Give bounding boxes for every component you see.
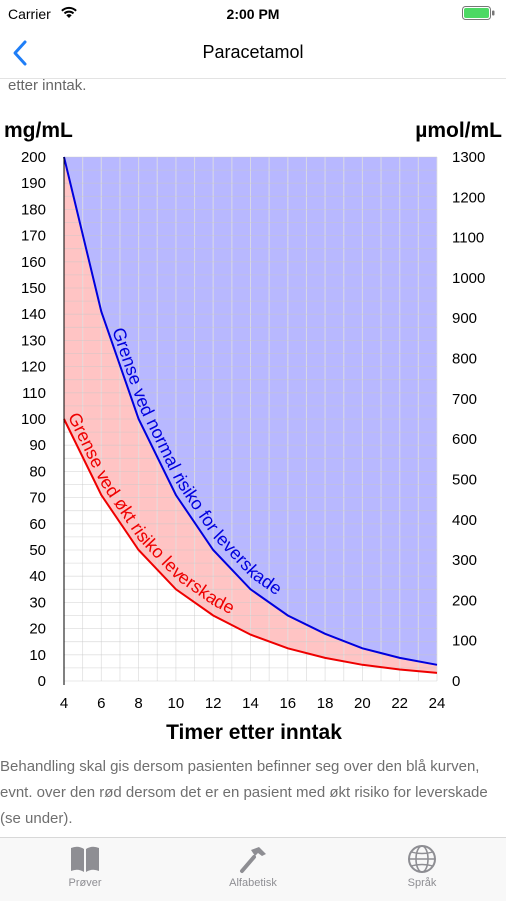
y-tick-label-left: 60 — [29, 516, 46, 533]
content-scroll-area[interactable]: etter inntak. mg/mL µmol/mL Timer etter … — [0, 79, 506, 837]
intro-text: etter inntak. — [8, 79, 87, 94]
x-tick-label: 6 — [97, 695, 105, 712]
normal-risk-curve — [63, 156, 438, 666]
tab-prover[interactable]: Prøver — [35, 844, 135, 898]
x-tick-label: 12 — [205, 695, 222, 712]
globe-icon — [408, 845, 436, 873]
high-risk-curve — [63, 418, 438, 674]
y-tick-label-left: 160 — [21, 254, 46, 271]
y-tick-label-left: 110 — [22, 385, 46, 402]
x-tick-label: 10 — [168, 695, 185, 712]
y-tick-label-right: 900 — [452, 310, 477, 327]
y-tick-label-left: 180 — [21, 201, 46, 218]
x-axis-label: Timer etter inntak — [166, 721, 342, 744]
y-tick-label-left: 120 — [21, 359, 46, 376]
x-tick-label: 18 — [317, 695, 334, 712]
x-tick-label: 14 — [242, 695, 259, 712]
y-tick-label-left: 50 — [29, 542, 46, 559]
y-tick-label-left: 130 — [21, 332, 46, 349]
treatment-note: Behandling skal gis dersom pasienten bef… — [0, 758, 488, 827]
x-tick-label: 24 — [429, 695, 446, 712]
tab-label-sprak: Språk — [407, 877, 437, 889]
hammer-icon — [240, 847, 266, 873]
y-axis-label-left: mg/mL — [4, 119, 73, 142]
y-tick-label-left: 100 — [21, 411, 46, 428]
tab-sprak[interactable]: Språk — [372, 844, 472, 898]
paracetamol-nomogram-chart: mg/mL µmol/mL Timer etter inntak Grense … — [4, 119, 502, 744]
y-tick-label-left: 80 — [29, 463, 46, 480]
y-tick-label-left: 140 — [21, 306, 46, 323]
back-chevron-icon[interactable] — [6, 36, 36, 70]
y-tick-label-right: 100 — [452, 633, 477, 650]
y-axis-label-right: µmol/mL — [415, 119, 502, 142]
y-tick-label-right: 0 — [452, 673, 460, 690]
clock: 2:00 PM — [226, 6, 280, 22]
y-tick-label-right: 1300 — [452, 149, 485, 166]
x-tick-label: 4 — [60, 695, 68, 712]
y-tick-label-right: 1200 — [452, 189, 485, 206]
y-tick-label-right: 700 — [452, 391, 477, 408]
status-bar: Carrier 2:00 PM — [0, 0, 506, 28]
y-tick-label-right: 200 — [452, 592, 477, 609]
y-tick-label-right: 1100 — [452, 230, 484, 247]
y-tick-label-right: 400 — [452, 512, 477, 529]
y-tick-label-left: 20 — [29, 621, 46, 638]
tab-bar: Prøver Alfabetisk Språk — [0, 837, 506, 901]
carrier-label: Carrier — [8, 6, 51, 22]
y-tick-label-left: 70 — [29, 490, 46, 507]
y-tick-label-left: 40 — [29, 568, 46, 585]
tab-label-prover: Prøver — [68, 877, 102, 889]
y-tick-label-left: 90 — [29, 437, 46, 454]
book-icon — [71, 846, 99, 872]
y-tick-label-left: 190 — [21, 175, 46, 192]
y-tick-label-right: 600 — [452, 431, 477, 448]
y-tick-label-right: 1000 — [452, 270, 485, 287]
tab-label-alfabetisk: Alfabetisk — [229, 877, 277, 889]
page-title: Paracetamol — [202, 42, 304, 62]
y-tick-label-left: 30 — [29, 594, 46, 611]
x-tick-label: 20 — [354, 695, 371, 712]
y-tick-label-right: 500 — [452, 471, 477, 488]
y-tick-label-right: 300 — [452, 552, 477, 569]
y-tick-label-left: 0 — [38, 673, 46, 690]
battery-icon — [462, 6, 495, 20]
tab-alfabetisk[interactable]: Alfabetisk — [203, 844, 303, 898]
navigation-bar: Paracetamol — [0, 28, 506, 79]
y-tick-label-right: 800 — [452, 351, 477, 368]
x-tick-label: 22 — [391, 695, 408, 712]
y-tick-label-left: 10 — [29, 647, 46, 664]
y-tick-label-left: 200 — [21, 149, 46, 166]
wifi-icon — [61, 6, 77, 18]
y-tick-label-left: 150 — [21, 280, 46, 297]
x-tick-label: 16 — [279, 695, 296, 712]
x-tick-label: 8 — [134, 695, 142, 712]
y-tick-label-left: 170 — [21, 228, 46, 245]
